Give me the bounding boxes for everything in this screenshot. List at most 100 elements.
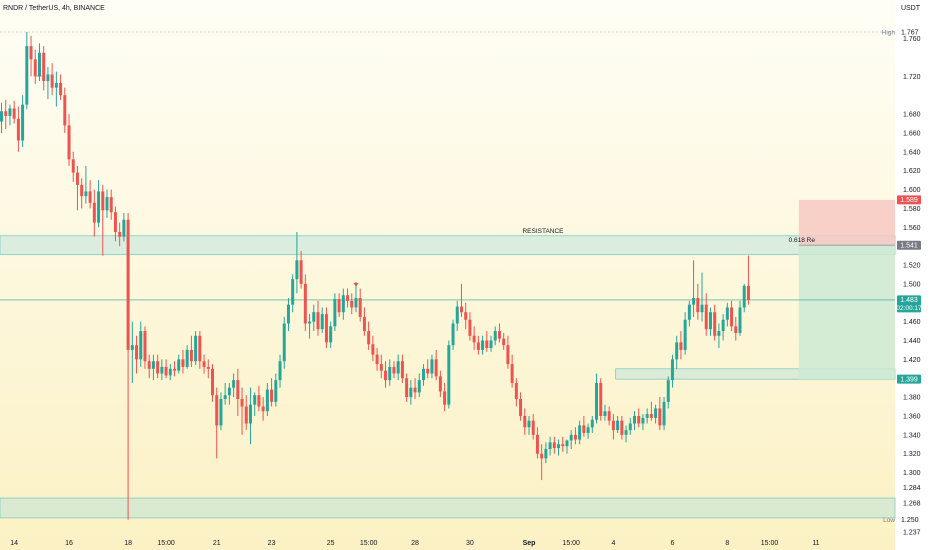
candle — [552, 436, 556, 454]
candle-body — [624, 430, 628, 435]
candle-body — [248, 404, 252, 424]
candle-body — [734, 326, 738, 333]
y-tick-label: 1.720 — [903, 74, 921, 81]
candle — [666, 376, 670, 409]
candle-body — [641, 417, 645, 424]
candle-body — [464, 312, 468, 320]
candle-body — [59, 82, 63, 96]
candle — [721, 314, 725, 341]
candle-body — [447, 345, 451, 405]
candle — [616, 415, 620, 433]
candle — [42, 46, 46, 91]
time-axis[interactable]: 14 16 18 15:00 21 23 25 15:00 28 30 Sep 15:00 4 6 8 15:… — [10, 540, 819, 547]
candle-body — [92, 202, 96, 223]
candle — [135, 335, 139, 374]
candle — [113, 206, 117, 242]
take-profit-zone[interactable] — [798, 245, 895, 380]
candle — [177, 354, 181, 374]
candle — [422, 364, 425, 386]
candles-layer — [0, 32, 750, 520]
candle — [696, 283, 700, 320]
y-tick-label: 1.360 — [903, 413, 921, 420]
candle-body — [0, 111, 3, 122]
candle — [8, 104, 12, 126]
chart-background — [0, 0, 895, 550]
candle — [746, 255, 750, 305]
symbol-title: RNDR / TetherUS, 4h, BINANCE — [3, 5, 105, 12]
candle-body — [206, 366, 210, 369]
x-tick-label: 6 — [671, 540, 675, 547]
candle — [278, 354, 282, 388]
candle — [687, 300, 691, 327]
candle-body — [611, 420, 615, 431]
candle-body — [109, 197, 113, 213]
position-tool[interactable]: 0.618 Re — [789, 199, 895, 380]
candle-body — [160, 366, 164, 374]
candle-body — [50, 74, 54, 88]
candle-body — [37, 52, 41, 77]
candle — [54, 71, 58, 107]
buy-marker — [36, 72, 42, 77]
candle — [16, 106, 20, 152]
candle — [464, 302, 468, 330]
candle — [0, 102, 3, 133]
candle-body — [696, 298, 700, 313]
stop-loss-zone[interactable] — [798, 199, 895, 246]
candle-body — [426, 368, 430, 374]
candle-body — [147, 361, 151, 369]
candle-body — [97, 191, 101, 223]
candle-body — [472, 335, 476, 343]
candle — [312, 304, 316, 332]
guides-layer — [0, 31, 895, 301]
candle — [599, 378, 603, 421]
candle-body — [219, 398, 223, 426]
candle-body — [88, 191, 92, 203]
candle — [713, 304, 717, 341]
candle — [194, 331, 198, 366]
candle-body — [130, 345, 134, 350]
x-tick-label: 15:00 — [157, 540, 175, 547]
candle-body — [151, 361, 155, 369]
x-tick-label: 14 — [10, 540, 18, 547]
candle — [122, 213, 126, 242]
candle-body — [422, 368, 425, 381]
candle-body — [168, 368, 172, 376]
candle — [502, 332, 506, 350]
candle-body — [692, 298, 696, 305]
candle — [232, 373, 236, 398]
candle-body — [135, 345, 139, 360]
candle-body — [126, 219, 130, 350]
candle-body — [561, 444, 565, 447]
candle — [46, 66, 50, 99]
candle — [443, 382, 447, 412]
x-tick-label: 4 — [611, 540, 615, 547]
candle-body — [367, 331, 371, 345]
candle-body — [700, 304, 704, 313]
candle — [101, 184, 105, 256]
candle-body — [413, 387, 417, 393]
candle-body — [156, 361, 160, 374]
candle — [118, 222, 122, 247]
candle — [12, 100, 16, 124]
candle-body — [405, 378, 409, 398]
y-tick-label: 1.660 — [903, 130, 921, 137]
candle — [181, 349, 185, 374]
candle-body — [476, 342, 480, 350]
candle — [384, 361, 388, 388]
y-tick-label: 1.560 — [903, 225, 921, 232]
candle — [603, 404, 607, 421]
candle-body — [670, 359, 674, 381]
candle-body — [312, 312, 316, 322]
candle-body — [662, 401, 666, 426]
candle-body — [42, 52, 46, 82]
y-tick-label: 1.380 — [903, 395, 921, 402]
candle-body — [67, 125, 71, 160]
candle — [519, 392, 523, 421]
price-axis-background — [895, 0, 932, 550]
candle — [633, 411, 636, 431]
candle — [527, 415, 531, 435]
candle — [459, 283, 463, 317]
candle-body — [122, 219, 126, 237]
candle-body — [295, 260, 299, 280]
